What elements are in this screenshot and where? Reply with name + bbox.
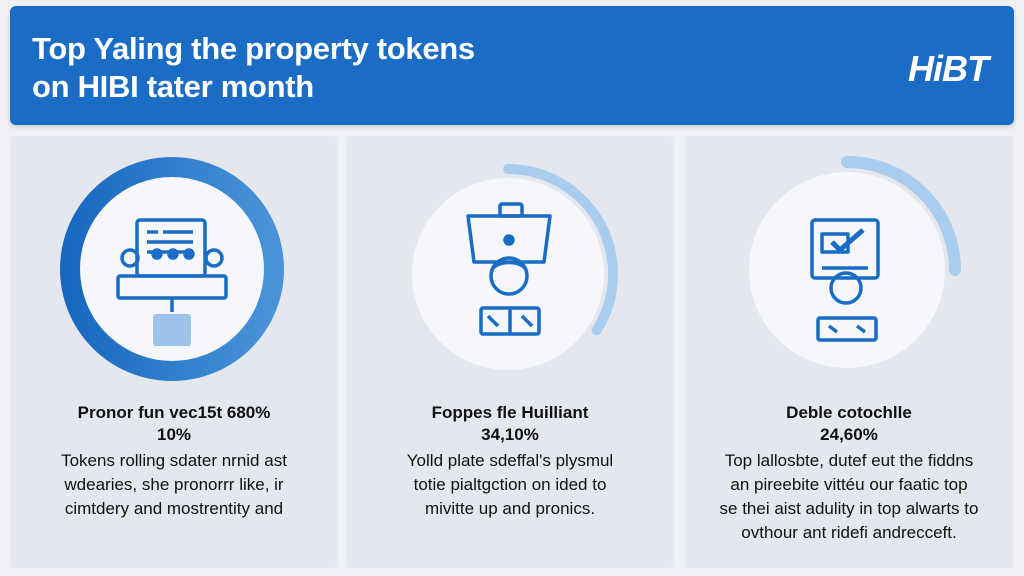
- building-person-icon: [466, 202, 552, 336]
- card-1-illustration: [60, 157, 284, 381]
- card-1-heading: Pronor fun vec15t 680% 10%: [10, 402, 338, 446]
- description-line: totie pialtgction on ided to: [413, 475, 607, 494]
- card-3-heading: Deble cotochlle 24,60%: [685, 402, 1013, 446]
- description-line: Tokens rolling sdater nrnid ast: [61, 451, 287, 470]
- description-line: ovthour ant ridefi andrecceft.: [741, 523, 957, 542]
- card-3-description: Top lallosbte, dutef eut the fiddns an p…: [693, 449, 1005, 545]
- monitor-people-icon: [116, 218, 228, 312]
- page-title: Top Yaling the property tokens on HIBI t…: [32, 30, 475, 106]
- progress-ring: [398, 164, 618, 384]
- card-1-heading-line-1: Pronor fun vec15t 680%: [77, 403, 271, 422]
- card-2-percentage: 34,10%: [481, 425, 539, 444]
- card-2-heading-line-1: Foppes fle Huilliant: [431, 403, 589, 422]
- card-1-percentage: 10%: [156, 425, 192, 444]
- card-3-percentage: 24,60%: [820, 425, 878, 444]
- title-line-1: Top Yaling the property tokens: [32, 31, 475, 66]
- card-2-heading: Foppes fle Huilliant 34,10%: [346, 402, 674, 446]
- description-line: an pireebite vittéu our faatic top: [730, 475, 968, 494]
- description-line: cimtdery and mostrentity and: [64, 499, 284, 518]
- card-3-illustration: [733, 156, 961, 384]
- token-card-2: Foppes fle Huilliant 34,10% Yolld plate …: [346, 136, 674, 568]
- description-line: wdearies, she pronorrr like, ir: [64, 475, 284, 494]
- card-1-description: Tokens rolling sdater nrnid ast wdearies…: [18, 449, 330, 521]
- progress-ring: [733, 156, 961, 384]
- hibt-logo: HiBT: [908, 48, 989, 89]
- description-line: Top lallosbte, dutef eut the fiddns: [724, 451, 974, 470]
- card-2-description: Yolld plate sdeffal's plysmul totie pial…: [354, 449, 666, 521]
- token-card-1: Pronor fun vec15t 680% 10% Tokens rollin…: [10, 136, 338, 568]
- description-line: Yolld plate sdeffal's plysmul: [406, 451, 614, 470]
- description-line: se thei aist adulity in top alwarts to: [719, 499, 979, 518]
- card-2-illustration: [398, 164, 618, 384]
- description-line: mivitte up and pronics.: [424, 499, 596, 518]
- card-3-heading-line-1: Deble cotochlle: [786, 403, 912, 422]
- document-person-icon: [810, 218, 880, 342]
- token-card-3: Deble cotochlle 24,60% Top lallosbte, du…: [685, 136, 1013, 568]
- progress-ring: [60, 157, 284, 381]
- header-banner: Top Yaling the property tokens on HIBI t…: [10, 6, 1014, 125]
- title-line-2: on HIBI tater month: [32, 69, 314, 104]
